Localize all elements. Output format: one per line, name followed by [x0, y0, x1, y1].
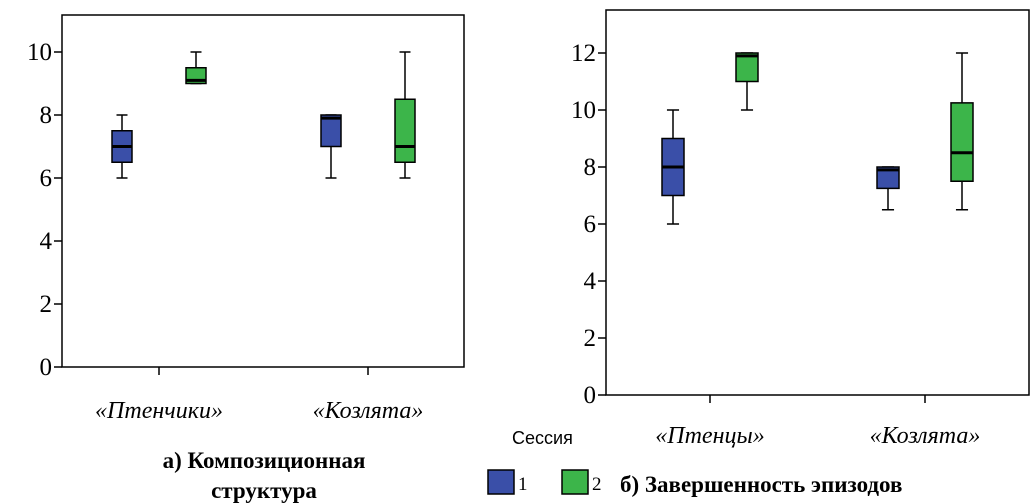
y-axis-a: 0 2 4 6 8 10 — [27, 39, 62, 381]
box-a-1-series-1 — [320, 114, 342, 179]
category-label-b-0: «Птенцы» — [655, 423, 764, 449]
boxes-a — [111, 51, 416, 179]
y-tick-label-a-2: 4 — [40, 228, 53, 255]
y-tick-label-b-5: 10 — [571, 97, 596, 124]
y-tick-label-a-1: 2 — [40, 291, 53, 318]
box-iqr — [320, 114, 342, 148]
boxes-b — [661, 52, 974, 225]
y-tick-label-a-4: 8 — [40, 102, 53, 129]
y-tick-label-a-0: 0 — [40, 354, 53, 381]
box-iqr — [876, 166, 900, 190]
y-tick-label-b-6: 12 — [571, 40, 596, 67]
box-b-1-series-1 — [876, 166, 900, 211]
box-b-0-series-2 — [735, 52, 759, 111]
x-axis-a: «Птенчики» «Козлята» — [95, 367, 423, 424]
y-tick-label-b-2: 4 — [584, 268, 597, 295]
plot-frame-a — [61, 14, 465, 368]
chart-panel-b: 0 2 4 6 8 10 12 «Птенцы» «Козлята» б) Завершенн… — [571, 9, 1030, 497]
box-a-0-series-1 — [111, 114, 133, 179]
x-axis-b: «Птенцы» «Козлята» — [655, 395, 980, 449]
y-tick-label-a-5: 10 — [27, 39, 52, 66]
box-a-0-series-2 — [185, 51, 207, 85]
box-b-0-series-1 — [661, 109, 685, 225]
y-tick-label-a-3: 6 — [40, 165, 53, 192]
box-a-1-series-2 — [394, 51, 416, 179]
y-axis-b: 0 2 4 6 8 10 12 — [571, 40, 606, 409]
caption-b-line-1: б) Завершенность эпизодов — [620, 472, 902, 497]
box-b-1-series-2 — [950, 52, 974, 211]
category-label-b-1: «Козлята» — [870, 423, 981, 449]
legend-swatch-2 — [561, 469, 589, 495]
y-tick-label-b-3: 6 — [584, 211, 597, 238]
box-iqr — [394, 98, 416, 163]
caption-a-line-2: структура — [211, 478, 317, 503]
y-tick-label-b-4: 8 — [584, 154, 597, 181]
legend-label-1: 1 — [518, 474, 528, 495]
y-tick-label-b-0: 0 — [584, 382, 597, 409]
legend-swatch-1 — [487, 469, 515, 495]
legend-title: Сессия — [512, 428, 573, 448]
legend-label-2: 2 — [592, 474, 602, 495]
plot-frame-b — [605, 9, 1030, 396]
category-label-a-0: «Птенчики» — [95, 398, 223, 424]
chart-panel-a: 0 2 4 6 8 10 «Птенчики» «Козлята» а) Композици… — [27, 14, 465, 503]
y-tick-label-b-1: 2 — [584, 325, 597, 352]
category-label-a-1: «Козлята» — [313, 398, 424, 424]
box-iqr — [950, 102, 974, 182]
legend: Сессия 1 2 — [487, 428, 602, 495]
caption-a-line-1: а) Композиционная — [163, 448, 366, 473]
box-iqr — [735, 52, 759, 83]
